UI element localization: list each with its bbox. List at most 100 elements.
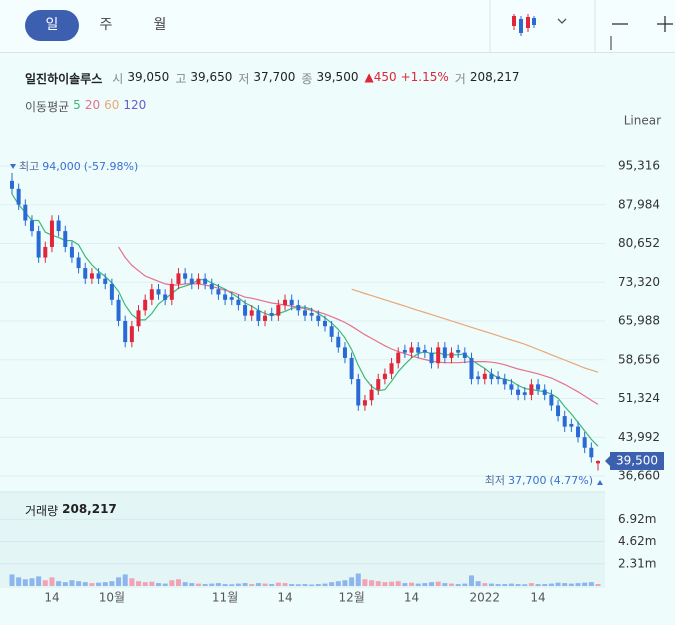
volume-bar bbox=[369, 580, 375, 586]
volume-bar bbox=[269, 584, 275, 586]
candle-body bbox=[376, 379, 381, 390]
volume-bar bbox=[582, 582, 588, 586]
candle-body bbox=[103, 278, 108, 284]
x-tick-label: 10월 bbox=[99, 591, 125, 605]
candle-body bbox=[462, 352, 467, 358]
low-annotation: 최저 37,700 (4.77%) bbox=[485, 474, 593, 487]
volume-bar bbox=[49, 577, 55, 586]
candle-body bbox=[216, 289, 221, 295]
candle-body bbox=[229, 297, 234, 300]
volume-tick-label: 4.62m bbox=[618, 534, 656, 548]
volume-tick-label: 6.92m bbox=[618, 512, 656, 526]
period-tab[interactable]: 주 bbox=[99, 17, 113, 33]
candle-body bbox=[76, 257, 81, 269]
volume-bar bbox=[322, 583, 328, 586]
volume-bar bbox=[315, 584, 321, 586]
candle-body bbox=[489, 373, 494, 380]
candle-body bbox=[562, 416, 567, 427]
volume-bar bbox=[402, 583, 408, 586]
high-annotation-change: (-57.98%) bbox=[84, 160, 139, 173]
volume-bar bbox=[249, 584, 255, 586]
volume-bar bbox=[362, 579, 368, 586]
volume-bar bbox=[102, 582, 108, 586]
candle-body bbox=[96, 273, 101, 279]
ma-legend-item: 20 bbox=[84, 98, 101, 112]
candle-body bbox=[442, 347, 447, 358]
candle-body bbox=[276, 305, 281, 316]
candle-body bbox=[29, 220, 34, 232]
volume-bar bbox=[515, 584, 521, 586]
candle-body bbox=[36, 231, 41, 258]
candle-body bbox=[542, 389, 547, 395]
volume-bar bbox=[56, 581, 62, 586]
y-tick-label: 43,992 bbox=[618, 430, 660, 444]
volume-bar bbox=[62, 582, 68, 586]
volume-bar bbox=[9, 574, 15, 586]
volume-bar bbox=[209, 583, 215, 586]
candle-body bbox=[529, 384, 534, 395]
x-tick-label: 14 bbox=[277, 591, 292, 605]
candle-body bbox=[362, 400, 367, 406]
candle-body bbox=[349, 357, 354, 380]
field-label: 종 bbox=[301, 72, 313, 86]
candle-body bbox=[502, 379, 507, 385]
change: ▲450 bbox=[364, 70, 397, 84]
last-price-tag bbox=[610, 451, 664, 470]
change-pct: +1.15% bbox=[400, 70, 449, 84]
candle-body bbox=[429, 352, 434, 364]
candle-body bbox=[303, 310, 307, 316]
volume-tick-label: 2.31m bbox=[618, 556, 656, 570]
candle-body bbox=[296, 305, 301, 311]
candle-body bbox=[469, 357, 474, 380]
candle-body bbox=[249, 310, 254, 316]
x-tick-label: 14 bbox=[404, 591, 419, 605]
candle-body bbox=[369, 389, 374, 401]
candle-body bbox=[582, 437, 587, 448]
volume-bar bbox=[395, 581, 401, 586]
volume-title: 거래량 bbox=[25, 504, 59, 518]
dropdown-chevron bbox=[557, 18, 567, 24]
volume-bar bbox=[468, 575, 474, 586]
candle-body bbox=[56, 220, 61, 232]
zoom-in-button[interactable] bbox=[657, 16, 673, 32]
field-label: 시 bbox=[112, 72, 124, 86]
icon-body bbox=[512, 16, 516, 26]
candle-body bbox=[69, 246, 74, 258]
volume-bar bbox=[555, 582, 561, 586]
candle-body bbox=[356, 379, 361, 406]
period-tab[interactable]: 월 bbox=[153, 17, 167, 33]
volume-bar bbox=[409, 582, 415, 586]
candle-body bbox=[23, 204, 28, 221]
candle-body bbox=[309, 313, 314, 316]
candle-body bbox=[569, 423, 574, 427]
candle-body bbox=[396, 352, 401, 364]
volume-bar bbox=[455, 584, 461, 586]
quote-info: 일진하이솔루스 시 39,050 고 39,650 저 37,700 종 39,500 ▲450 +… bbox=[25, 70, 519, 87]
volume-bar bbox=[429, 582, 435, 586]
last-price-label: 39,500 bbox=[616, 453, 658, 467]
candle-body bbox=[143, 299, 148, 311]
volume-bar bbox=[335, 581, 341, 586]
candle-body bbox=[456, 350, 461, 353]
candle-body bbox=[402, 350, 407, 353]
field-value: 39,650 bbox=[190, 70, 233, 84]
candle-body bbox=[269, 313, 274, 316]
volume-bar bbox=[262, 583, 268, 586]
volume-bar bbox=[329, 582, 335, 586]
volume-bar bbox=[182, 582, 188, 586]
y-tick-label: 58,656 bbox=[618, 352, 660, 366]
volume-bar bbox=[528, 583, 534, 586]
period-tab[interactable]: 일 bbox=[25, 10, 79, 41]
candle-body bbox=[576, 426, 581, 438]
volume-bar bbox=[422, 583, 428, 586]
icon-body bbox=[532, 18, 536, 25]
y-tick-label: 51,324 bbox=[618, 391, 660, 405]
ma-legend-item: 5 bbox=[73, 98, 81, 112]
volume-bar bbox=[382, 582, 388, 586]
volume-bar bbox=[502, 584, 508, 586]
icon-body bbox=[519, 19, 523, 33]
candle-body bbox=[189, 278, 194, 284]
candle-body bbox=[336, 336, 341, 348]
volume-bar bbox=[149, 581, 155, 586]
chart-type-button[interactable] bbox=[512, 14, 567, 36]
